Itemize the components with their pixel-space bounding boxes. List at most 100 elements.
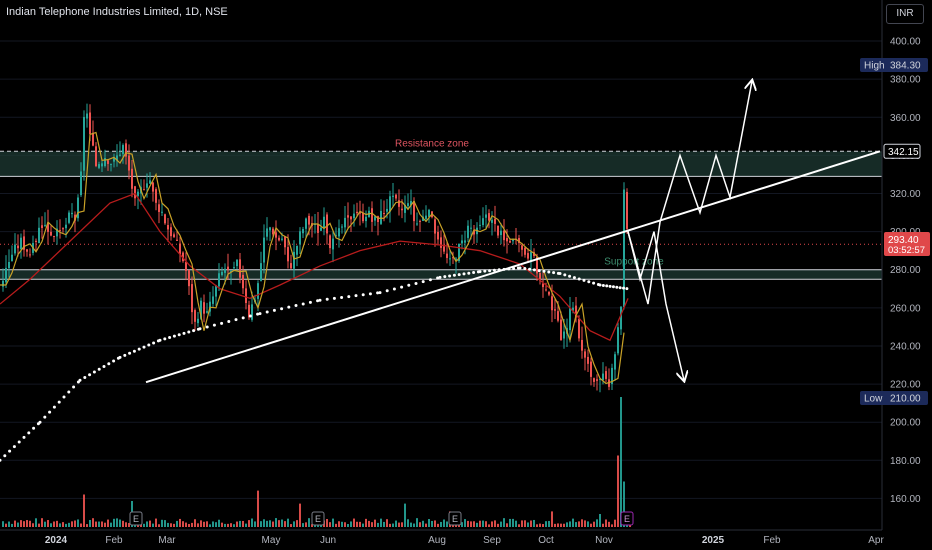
- volume-bar: [611, 524, 613, 527]
- candle-body: [284, 236, 286, 248]
- y-tick-label: 400.00: [890, 37, 921, 48]
- volume-bar: [332, 518, 334, 527]
- ma-long-dot: [462, 272, 466, 276]
- candle-body: [494, 218, 496, 224]
- x-tick-label: Jun: [320, 535, 336, 546]
- earnings-marker: E: [620, 511, 634, 526]
- candle-body: [563, 331, 565, 339]
- volume-bar: [92, 518, 94, 527]
- volume-bar: [443, 519, 445, 527]
- ma-long-dot: [177, 333, 181, 337]
- candle-body: [572, 307, 574, 311]
- y-tick-label: 240.00: [890, 341, 921, 352]
- currency-selector[interactable]: INR: [886, 4, 924, 24]
- volume-bar: [122, 520, 124, 527]
- volume-bar: [167, 522, 169, 527]
- ma-long-dot: [361, 293, 365, 297]
- volume-bar: [299, 503, 301, 527]
- volume-bar: [128, 523, 130, 527]
- volume-bar: [602, 523, 604, 527]
- ma-long-dot: [568, 274, 572, 278]
- candle-body: [164, 214, 166, 224]
- ma-long-dot: [448, 274, 452, 278]
- volume-bar: [527, 522, 529, 527]
- volume-bar: [284, 521, 286, 527]
- candle-body: [113, 158, 115, 162]
- candle-body: [383, 213, 385, 215]
- ma-long-dot: [421, 280, 425, 284]
- candle-body: [446, 253, 448, 258]
- volume-bar: [467, 520, 469, 527]
- volume-bar: [521, 520, 523, 527]
- candle-body: [434, 219, 436, 234]
- candle-body: [398, 200, 400, 207]
- volume-bar: [218, 519, 220, 527]
- candle-body: [191, 284, 193, 313]
- ma-long-dot: [622, 286, 626, 290]
- volume-bar: [533, 519, 535, 527]
- ma-long-dot: [78, 378, 82, 382]
- ma-long-dot: [340, 295, 344, 299]
- candle-body: [335, 235, 337, 237]
- volume-bar: [209, 524, 211, 527]
- volume-bar: [416, 518, 418, 527]
- candle-body: [224, 268, 226, 273]
- candle-body: [461, 240, 463, 244]
- volume-bar: [161, 519, 163, 527]
- candle-body: [455, 258, 457, 261]
- ma-long-dot: [12, 445, 16, 449]
- volume-bar: [329, 522, 331, 527]
- volume-bar: [170, 523, 172, 527]
- ma-long-dot: [587, 280, 591, 284]
- x-tick-label: May: [262, 535, 281, 546]
- ma-long-dot: [483, 269, 487, 273]
- volume-bar: [236, 521, 238, 527]
- candle-body: [65, 224, 67, 229]
- ma-long-dot: [57, 400, 61, 404]
- resistance-tag-value: 342.15: [888, 147, 919, 158]
- candle-body: [8, 262, 10, 269]
- candle-body: [356, 211, 358, 214]
- high-tag: High 384.30: [860, 58, 928, 72]
- candle-body: [596, 379, 598, 381]
- candles: [2, 103, 628, 393]
- ma-long-dot: [378, 291, 382, 295]
- volume-bar: [326, 519, 328, 527]
- candle-body: [425, 215, 427, 219]
- ma-long-dot: [518, 266, 522, 270]
- volume-bar: [17, 522, 19, 527]
- volume-bar: [188, 523, 190, 527]
- volume-bar: [350, 521, 352, 527]
- ma-long-dot: [347, 295, 351, 299]
- x-tick-label: Feb: [763, 535, 781, 546]
- candle-body: [179, 243, 181, 255]
- volume-bar: [125, 522, 127, 527]
- volume-bar: [512, 518, 514, 527]
- ma-long-dot: [142, 345, 146, 349]
- candle-body: [245, 288, 247, 304]
- ma-long-dot: [287, 305, 291, 309]
- low-tag-value: 210.00: [890, 394, 921, 405]
- low-tag-label: Low: [864, 394, 883, 405]
- volume-bar: [581, 519, 583, 527]
- ma-long-dot: [472, 271, 476, 275]
- volume-bar: [98, 521, 100, 527]
- candle-body: [158, 204, 160, 212]
- ma-long-dot: [611, 285, 615, 289]
- ma-long-dot: [72, 385, 76, 389]
- candle-body: [44, 224, 46, 226]
- volume-bar: [518, 524, 520, 527]
- candle-body: [371, 208, 373, 222]
- candle-body: [443, 246, 445, 252]
- volume-bar: [335, 523, 337, 527]
- ma-long-dot: [67, 390, 71, 394]
- earnings-marker-box: [620, 511, 634, 526]
- volume-bar: [374, 519, 376, 527]
- volume-bar: [191, 522, 193, 527]
- candle-body: [98, 164, 100, 168]
- volume-bar: [2, 521, 4, 527]
- x-tick-label: 2024: [45, 535, 68, 546]
- candle-body: [389, 196, 391, 212]
